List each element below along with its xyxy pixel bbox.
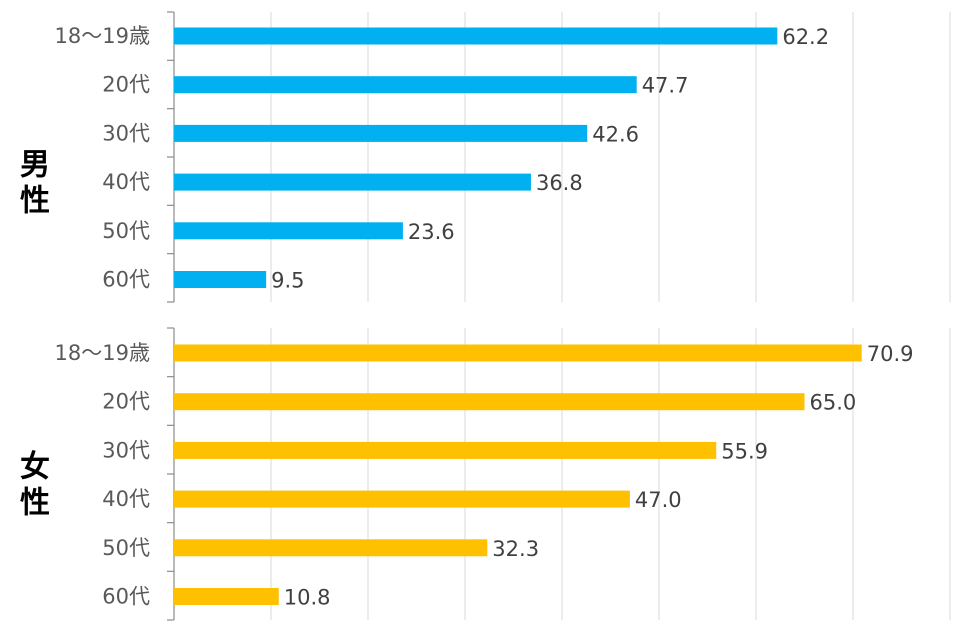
- data-label: 70.9: [867, 342, 914, 366]
- bar-1-5: [174, 588, 279, 605]
- group-label-char: 女: [20, 450, 50, 485]
- bar-1-0: [174, 344, 862, 362]
- bar-1-3: [174, 490, 630, 508]
- bar-0-3: [174, 173, 531, 191]
- group-label-char: 性: [20, 486, 50, 521]
- category-tick-label: 60代: [102, 585, 150, 609]
- category-tick-label: 50代: [102, 219, 150, 243]
- category-tick-label: 40代: [102, 487, 150, 511]
- bar-1-2: [174, 441, 717, 459]
- category-tick-label: 40代: [102, 170, 150, 194]
- category-tick-label: 30代: [102, 121, 150, 145]
- data-label: 9.5: [271, 269, 304, 293]
- category-tick-label: 20代: [102, 73, 150, 97]
- bar-0-1: [174, 76, 637, 94]
- category-tick-label: 20代: [102, 390, 150, 414]
- bar-0-2: [174, 124, 588, 142]
- group-label-char: 男: [20, 148, 50, 183]
- data-label: 10.8: [284, 586, 331, 610]
- data-label: 47.0: [635, 488, 682, 512]
- bar-0-0: [174, 27, 778, 45]
- category-tick-label: 30代: [102, 438, 150, 462]
- category-tick-label: 18〜19歳: [55, 24, 150, 48]
- data-label: 65.0: [810, 391, 857, 415]
- data-label: 55.9: [721, 439, 768, 463]
- category-tick-label: 18〜19歳: [55, 341, 150, 365]
- category-tick-label: 50代: [102, 536, 150, 560]
- group-label-char: 性: [20, 184, 50, 219]
- category-tick-label: 60代: [102, 268, 150, 292]
- data-label: 23.6: [408, 220, 455, 244]
- bar-0-5: [174, 271, 267, 288]
- data-label: 32.3: [492, 537, 539, 561]
- bar-1-1: [174, 393, 805, 411]
- data-label: 62.2: [782, 25, 829, 49]
- bar-1-4: [174, 539, 488, 557]
- data-label: 42.6: [592, 122, 639, 146]
- data-label: 36.8: [536, 171, 583, 195]
- bar-0-4: [174, 222, 403, 240]
- data-label: 47.7: [642, 74, 689, 98]
